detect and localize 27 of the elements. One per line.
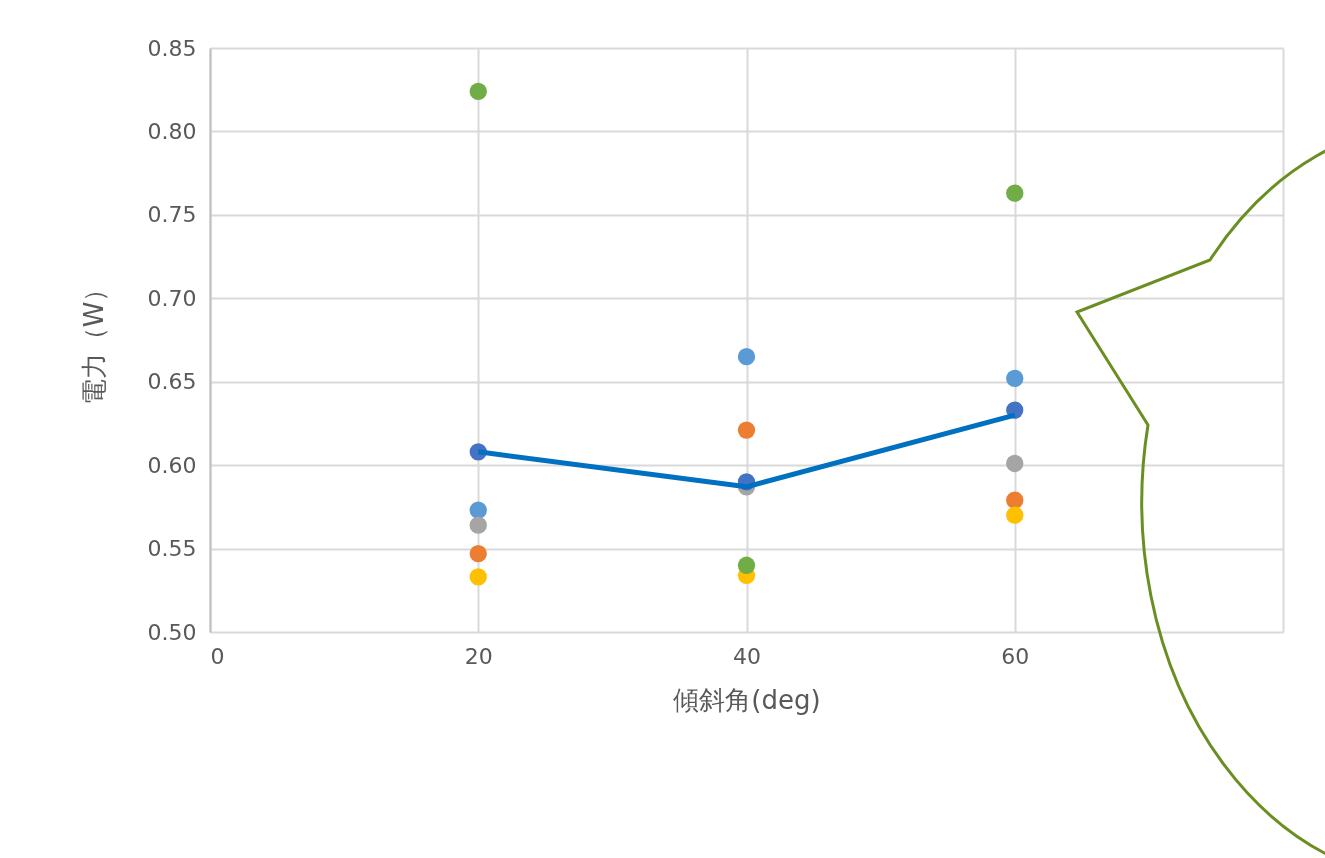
point [1006,454,1024,473]
point [737,421,756,439]
point [469,82,487,101]
y-tick-label: 0.50 [147,619,197,645]
point [1006,184,1024,202]
point [1006,491,1024,509]
x-axis-title: 傾斜角(deg) [673,684,821,715]
x-tick-label: 0 [210,643,225,669]
point [469,501,487,519]
point [469,516,487,534]
point [469,544,487,563]
x-tick-label: 60 [1001,643,1030,669]
point [469,568,487,586]
point [737,556,756,574]
y-tick-label: 0.60 [147,452,197,478]
y-tick-label: 0.70 [147,285,197,311]
y-tick-label: 0.85 [147,35,197,61]
x-tick-label: 40 [733,643,761,669]
y-tick-label: 0.55 [147,536,197,562]
point [1006,506,1024,524]
point [1006,369,1024,388]
point [737,348,756,366]
y-axis-title: 電力（W） [78,275,109,406]
y-tick-label: 0.80 [147,118,197,144]
y-tick-label: 0.75 [147,202,197,228]
x-tick-label: 20 [464,643,493,669]
y-tick-label: 0.65 [147,369,197,395]
